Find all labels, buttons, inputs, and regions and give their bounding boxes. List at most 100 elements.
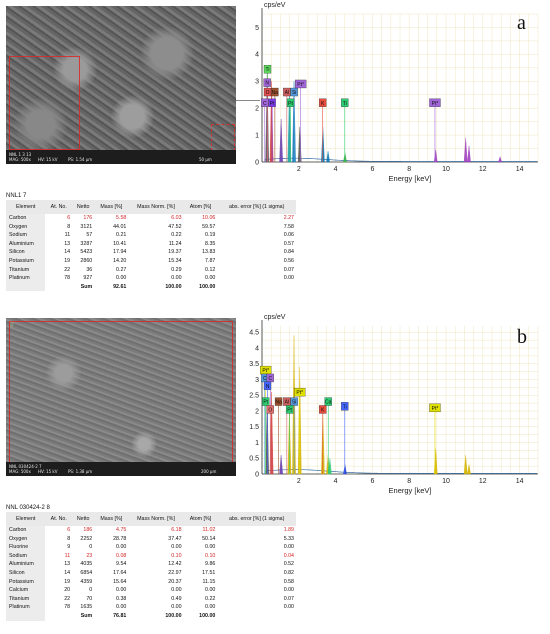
table-cell-el: Fluorine	[6, 543, 46, 552]
table-row: Sodium 11 57 0.21 0.22 0.19 0.06	[6, 231, 296, 240]
peak-marker	[285, 405, 294, 414]
sum-label: Sum	[80, 612, 93, 619]
table-cell-netto: 57	[86, 232, 93, 239]
peak-marker-label: Si	[292, 90, 296, 96]
table-cell-z: 13	[64, 240, 71, 247]
table-header: Element	[6, 200, 46, 214]
table-cell-z: 19	[64, 578, 71, 585]
table-cell-el: Silicon	[6, 248, 46, 257]
table-cell-atom: 0.00	[205, 587, 216, 594]
table-header: Atom [%]	[183, 512, 218, 526]
table-cell-mass: 17.94	[113, 249, 127, 256]
table-cell-err: 0.00	[283, 587, 294, 594]
table-row: Fluorine 9 0 0.00 0.00 0.00 0.00	[6, 543, 296, 552]
table-cell-atom: 0.10	[205, 552, 216, 559]
eds-table-b: Element At. No. Netto Mass [%] Mass Norm. [%…	[6, 512, 296, 621]
table-row: Oxygen 8 3121 44.01 47.52 59.57 7.58	[6, 222, 296, 232]
peak-marker-label: K	[321, 101, 325, 107]
sem-footer-b-3: PS: 1.38 µm	[68, 469, 93, 474]
peak-marker-label: Ti	[266, 67, 270, 73]
sem-image-a: NNL 1 3 13 MAG: 500x HV: 15 kV PS: 1.54 …	[6, 6, 236, 164]
sum-mass: 76.81	[113, 612, 127, 619]
table-cell-z: 8	[67, 535, 71, 542]
table-cell-mass: 4.75	[116, 527, 127, 533]
table-cell-norm: 0.00	[171, 275, 182, 282]
table-row: Titanium 22 36 0.27 0.29 0.12 0.07	[6, 265, 296, 275]
peak-marker-label: C	[268, 376, 272, 382]
table-cell-mass: 0.08	[116, 552, 127, 559]
table-cell-netto: 927	[83, 275, 93, 282]
spectrum-peak	[265, 398, 269, 475]
peak-marker	[286, 98, 295, 107]
table-cell-netto: 2252	[80, 535, 93, 542]
table-header: Netto	[72, 200, 95, 214]
roi-box-b	[9, 321, 233, 463]
table-cell-netto: 0	[89, 544, 93, 551]
sem-footer-a: NNL 1 3 13 MAG: 500x HV: 15 kV PS: 1.54 …	[6, 150, 236, 164]
table-cell-el: Calcium	[6, 586, 46, 595]
table-row: Aluminium 13 3287 10.41 11.24 8.35 0.57	[6, 239, 296, 249]
sem-footer-a-3: PS: 1.54 µm	[68, 157, 93, 162]
sem-footer-b-0: NNL 030424-2 7	[9, 464, 42, 469]
peak-marker	[290, 397, 298, 406]
x-tick-label: 8	[407, 166, 411, 173]
peak-marker-label: Ca	[325, 400, 332, 406]
table-cell-mass: 0.38	[116, 595, 127, 602]
table-cell-err: 0.57	[283, 240, 294, 247]
table-cell-z: 78	[64, 604, 71, 611]
table-cell-err: 0.84	[283, 249, 294, 256]
table-cell-err: 0.58	[283, 578, 294, 585]
peak-marker	[429, 403, 441, 413]
peak-marker	[283, 87, 291, 97]
peak-marker	[263, 381, 272, 390]
sum-empty	[6, 282, 46, 292]
sum-atom: 100.00	[199, 612, 216, 619]
y-tick-label: 4	[255, 52, 259, 59]
table-cell-el: Titanium	[6, 265, 46, 275]
table-row: Oxygen 8 2252 28.78 37.47 50.14 5.33	[6, 534, 296, 544]
table-row: Silicon 14 6854 17.64 22.97 17.51 0.82	[6, 568, 296, 578]
table-cell-z: 14	[64, 569, 71, 576]
table-cell-norm: 0.22	[171, 232, 182, 239]
table-cell-atom: 0.00	[205, 544, 216, 551]
x-tick-label: 12	[479, 166, 487, 173]
sum-norm: 100.00	[165, 612, 182, 619]
table-cell-z: 22	[64, 595, 71, 602]
table-row: Carbon 6 186 4.75 6.18 11.02 1.89	[6, 526, 296, 535]
table-cell-z: 11	[64, 552, 71, 559]
table-cell-z: 9	[67, 544, 71, 551]
y-tick-label: 0.5	[249, 456, 259, 463]
sum-empty	[45, 283, 72, 292]
table-cell-mass: 0.27	[116, 266, 127, 273]
table-cell-atom: 9.86	[205, 561, 216, 568]
peak-marker-label: Ti	[343, 404, 347, 410]
table-cell-mass: 10.41	[113, 240, 127, 247]
table-cell-z: 14	[64, 249, 71, 256]
sum-empty	[6, 611, 46, 621]
peak-marker	[429, 98, 441, 107]
table-cell-norm: 22.97	[168, 569, 182, 576]
table-cell-norm: 20.37	[168, 578, 182, 585]
y-tick-label: 3	[255, 377, 259, 384]
table-cell-atom: 0.19	[205, 232, 216, 239]
table-cell-mass: 0.00	[116, 587, 127, 594]
table-row: Potassium 19 2860 14.20 15.34 7.87 0.56	[6, 256, 296, 266]
sum-label: Sum	[80, 283, 93, 290]
table-row: Platinum 78 1635 0.00 0.00 0.00 0.00	[6, 603, 296, 612]
table-caption-b: NNL 030424-2 8	[6, 505, 50, 511]
table-cell-atom: 59.57	[202, 223, 216, 230]
table-cell-err: 7.58	[283, 223, 294, 230]
spectrum-peak	[463, 455, 468, 475]
table-cell-netto: 4035	[80, 561, 93, 568]
peak-marker	[341, 98, 349, 107]
x-axis-label: Energy [keV]	[389, 486, 432, 495]
peak-marker	[268, 98, 276, 107]
x-tick-label: 6	[370, 166, 374, 173]
spectrum-peak	[269, 392, 274, 475]
table-cell-atom: 50.14	[202, 535, 216, 542]
peak-marker-label: Pt*	[262, 368, 269, 374]
table-cell-netto: 4359	[80, 578, 93, 585]
table-cell-mass: 0.00	[116, 604, 127, 611]
table-cell-atom: 0.22	[205, 595, 216, 602]
table-cell-norm: 37.47	[168, 535, 182, 542]
